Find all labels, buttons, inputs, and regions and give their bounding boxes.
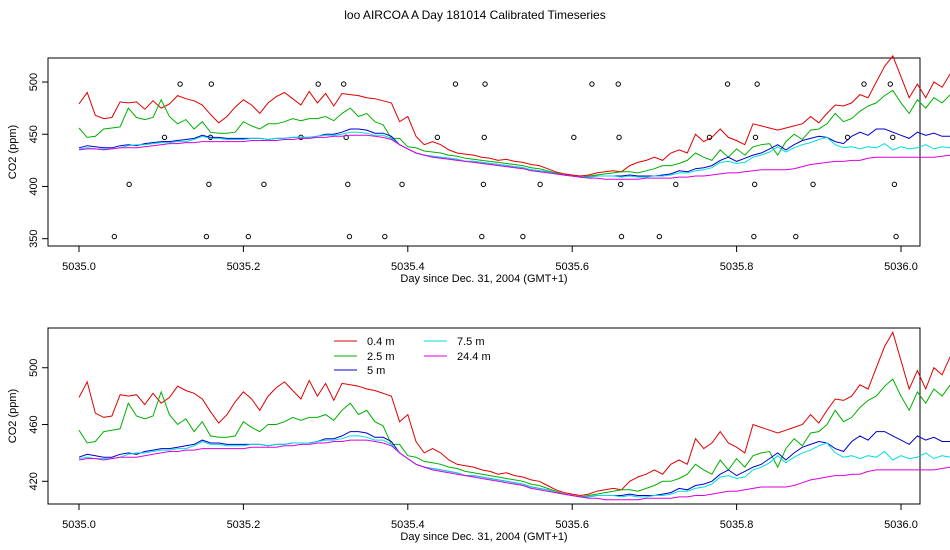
y-tick-label: 460 [28,415,40,433]
x-tick-label: 5035.4 [391,519,425,531]
calibration-point [245,233,252,240]
calibration-point [589,81,595,87]
x-tick-label: 5035.2 [227,261,261,273]
calibration-point [793,233,799,240]
calibration-point [480,181,487,188]
top-y-axis-label: CO2 (ppm) [7,125,19,179]
x-tick-label: 5035.8 [720,519,754,531]
calibration-point [861,81,867,87]
calibration-point [618,233,625,240]
top-calibration-points [111,81,899,240]
y-tick-label: 500 [28,73,40,91]
calibration-point [434,134,441,141]
calibration-point [399,181,405,188]
calibration-point [887,81,894,87]
series-line-red [78,54,950,177]
calibration-point [203,233,210,240]
x-tick-label: 5035.8 [720,261,754,273]
calibration-point [206,181,212,188]
legend-label-7.5m: 7.5 m [457,336,485,348]
calibration-point [810,181,816,188]
bottom-y-axis-label: CO2 (ppm) [7,389,19,443]
bottom-series-lines [78,331,950,501]
legend-label-0.4m: 0.4 m [367,336,395,348]
calibration-point [161,134,168,141]
calibration-point [479,233,485,240]
calibration-point [754,81,760,87]
series-line-cyan [78,131,950,178]
calibration-point [893,233,899,240]
calibration-point [616,134,622,141]
series-line-blue [78,431,950,498]
calibration-point [177,81,183,87]
calibration-point [346,233,353,240]
top-series-lines [78,54,950,180]
y-tick-label: 400 [28,177,40,195]
calibration-point [208,81,215,87]
x-tick-label: 5035.6 [555,261,589,273]
top-x-axis-label: Day since Dec. 31, 2004 (GMT+1) [400,273,567,285]
calibration-point [751,181,758,188]
x-tick-label: 5035.0 [62,261,96,273]
calibration-point [537,181,543,188]
bottom-x-ticks: 5035.0 5035.2 5035.4 5035.6 5035.8 5036.0 [62,504,918,531]
x-tick-label: 5035.0 [62,519,96,531]
top-x-ticks: 5035.0 5035.2 5035.4 5035.6 5035.8 5036.0 [62,246,918,273]
calibration-point [481,134,487,141]
calibration-point [751,233,757,240]
calibration-point [315,81,321,87]
top-plot-frame [47,57,921,247]
calibration-point [452,81,459,87]
calibration-point [520,233,526,240]
bottom-plot-frame [47,327,921,505]
calibration-point [111,233,118,240]
y-tick-label: 420 [28,472,40,490]
calibration-point [724,81,731,87]
legend: 0.4 m 2.5 m 5 m 7.5 m 24.4 m [334,336,491,377]
calibration-point [673,181,679,188]
x-tick-label: 5035.2 [227,519,261,531]
calibration-point [656,233,663,240]
bottom-y-ticks: 420 460 500 [28,359,48,490]
calibration-point [752,134,759,141]
series-line-green [78,378,950,498]
series-line-green [78,89,950,178]
top-y-ticks: 350 400 450 500 [28,73,48,248]
x-tick-label: 5035.4 [391,261,425,273]
calibration-point [617,181,624,188]
bottom-panel: 420 460 500 5035.0 5035.2 5035.4 5035.6 5035.8… [7,327,950,543]
series-line-magenta [78,439,950,501]
y-tick-label: 450 [28,125,40,143]
legend-label-2.5m: 2.5 m [367,351,395,363]
calibration-point [890,134,896,141]
calibration-point [482,81,488,87]
legend-label-24.4m: 24.4 m [457,351,491,363]
legend-label-5m: 5 m [367,365,385,377]
x-tick-label: 5036.0 [884,261,918,273]
bottom-x-axis-label: Day since Dec. 31, 2004 (GMT+1) [400,531,567,543]
calibration-point [261,181,267,188]
calibration-point [891,181,898,188]
chart-title: loo AIRCOA A Day 181014 Calibrated Times… [344,8,605,22]
series-line-magenta [78,134,950,180]
calibration-point [382,233,388,240]
series-line-cyan [78,435,950,498]
y-tick-label: 500 [28,359,40,377]
calibration-point [571,134,577,141]
calibration-point [615,81,621,87]
calibration-point [345,181,351,188]
y-tick-label: 350 [28,230,40,248]
series-line-red [78,331,950,497]
x-tick-label: 5036.0 [884,519,918,531]
calibration-point [126,181,132,188]
x-tick-label: 5035.6 [555,519,589,531]
calibration-point [340,81,347,87]
